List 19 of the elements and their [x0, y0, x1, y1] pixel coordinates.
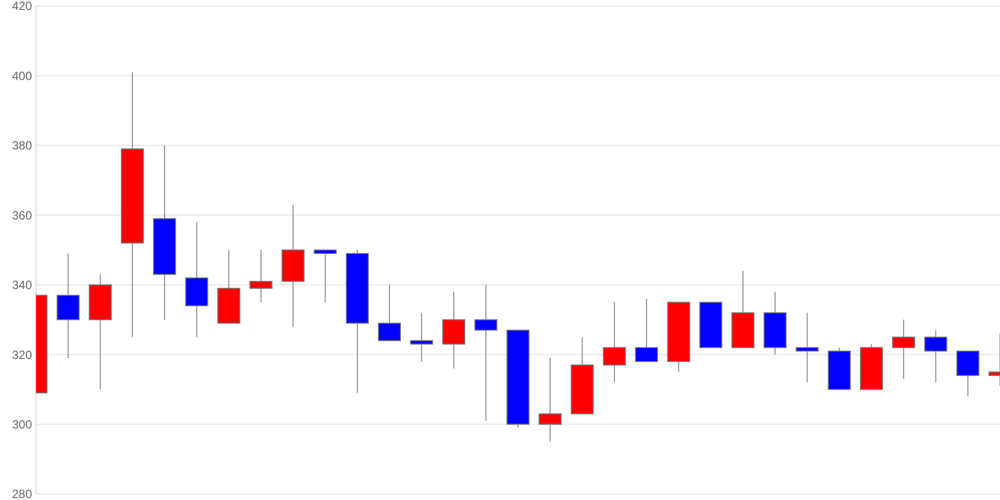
- candlestick: [635, 298, 658, 362]
- candlestick: [314, 250, 337, 303]
- y-tick-label: 380: [12, 138, 32, 153]
- candlestick: [602, 302, 626, 383]
- candlestick: [892, 319, 916, 380]
- y-tick-label: 360: [12, 208, 32, 222]
- y-tick-label: 280: [12, 487, 32, 500]
- y-tick-label: 320: [12, 348, 32, 362]
- y-tick-label: 400: [12, 68, 32, 83]
- candlestick: [538, 358, 562, 442]
- y-tick-label: 300: [12, 417, 32, 432]
- candlestick: [378, 284, 401, 342]
- candlestick: [410, 312, 434, 362]
- candlestick: [249, 250, 272, 303]
- y-tick-label: 420: [12, 0, 32, 14]
- candlestick: [474, 284, 498, 422]
- candlestick: [924, 330, 948, 383]
- y-tick-label: 340: [12, 278, 32, 292]
- candlestick: [796, 312, 819, 383]
